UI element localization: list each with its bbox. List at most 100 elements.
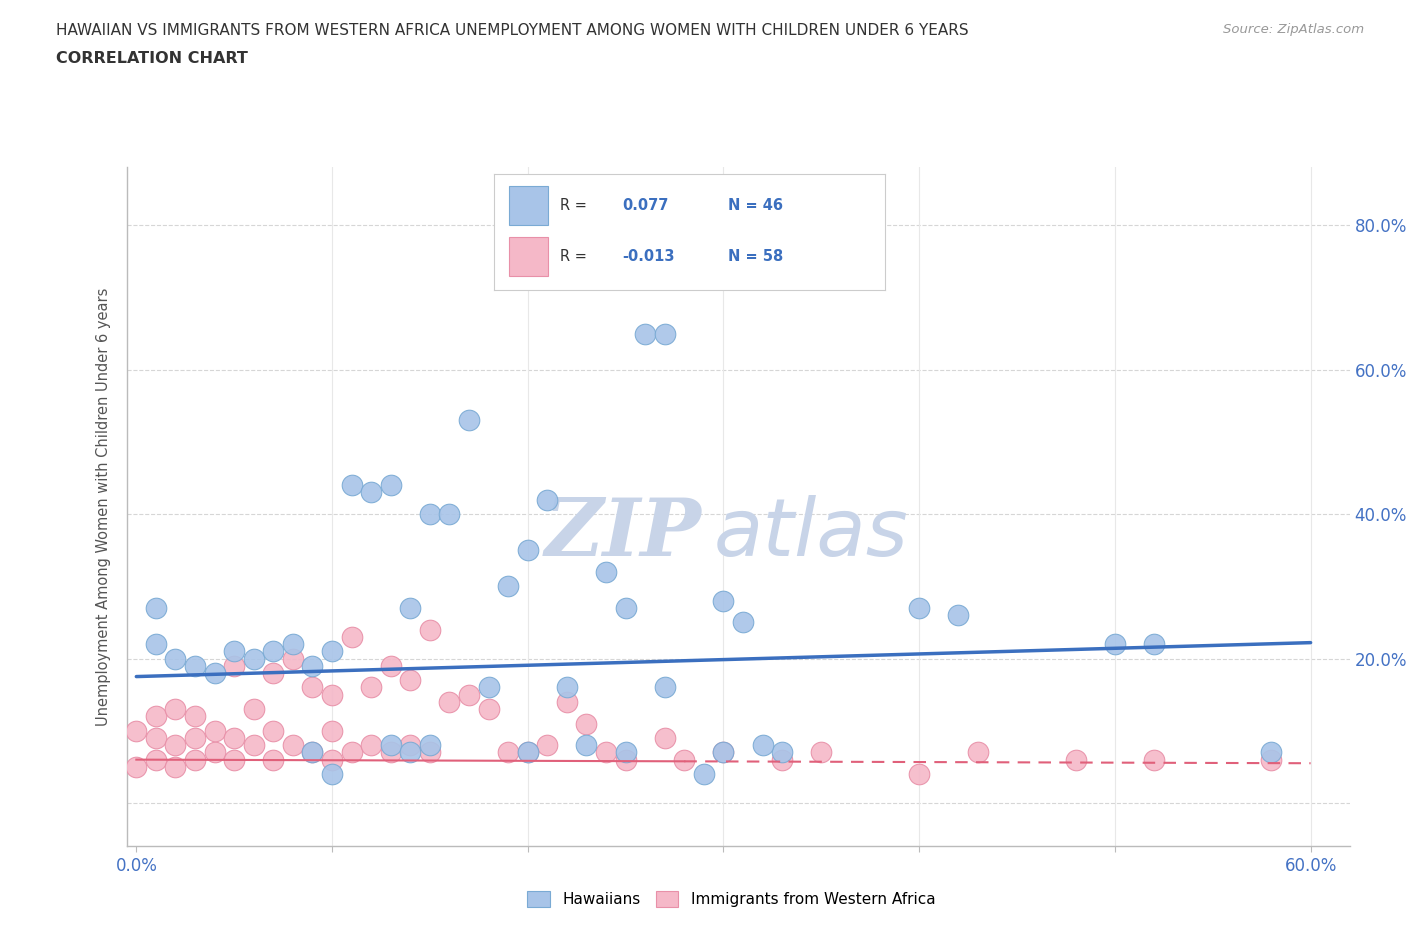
Point — [224, 658, 246, 673]
Point — [536, 737, 558, 752]
Point — [478, 680, 501, 695]
Point — [301, 658, 323, 673]
Point — [340, 478, 363, 493]
Point — [1260, 752, 1282, 767]
Point — [380, 737, 402, 752]
Point — [555, 695, 578, 710]
Point — [399, 601, 422, 616]
Point — [145, 752, 167, 767]
Point — [184, 709, 207, 724]
Point — [184, 752, 207, 767]
Point — [399, 672, 422, 687]
Point — [731, 615, 754, 630]
Point — [262, 724, 284, 738]
Point — [145, 709, 167, 724]
Point — [458, 413, 481, 428]
Point — [693, 766, 716, 781]
Point — [125, 724, 148, 738]
Point — [673, 752, 696, 767]
Point — [301, 680, 323, 695]
Point — [713, 593, 735, 608]
Point — [224, 752, 246, 767]
Point — [380, 745, 402, 760]
Point — [555, 680, 578, 695]
Point — [380, 478, 402, 493]
Point — [281, 737, 304, 752]
Point — [614, 745, 637, 760]
Point — [360, 485, 382, 499]
Point — [496, 578, 519, 593]
Point — [224, 731, 246, 746]
Point — [908, 766, 931, 781]
Point — [419, 745, 441, 760]
Point — [340, 630, 363, 644]
Point — [1143, 752, 1166, 767]
Point — [321, 644, 343, 658]
Point — [242, 737, 264, 752]
Point — [184, 658, 207, 673]
Point — [165, 737, 187, 752]
Point — [204, 745, 226, 760]
Text: Source: ZipAtlas.com: Source: ZipAtlas.com — [1223, 23, 1364, 36]
Point — [419, 737, 441, 752]
Point — [1064, 752, 1087, 767]
Point — [165, 701, 187, 716]
Point — [301, 745, 323, 760]
Point — [125, 760, 148, 775]
Point — [908, 601, 931, 616]
Point — [634, 326, 657, 341]
Point — [360, 680, 382, 695]
Text: HAWAIIAN VS IMMIGRANTS FROM WESTERN AFRICA UNEMPLOYMENT AMONG WOMEN WITH CHILDRE: HAWAIIAN VS IMMIGRANTS FROM WESTERN AFRI… — [56, 23, 969, 38]
Point — [713, 745, 735, 760]
Point — [654, 326, 676, 341]
Point — [360, 737, 382, 752]
Point — [262, 644, 284, 658]
Point — [496, 745, 519, 760]
Point — [380, 658, 402, 673]
Point — [575, 737, 598, 752]
Text: ZIP: ZIP — [544, 496, 702, 573]
Point — [242, 701, 264, 716]
Point — [967, 745, 990, 760]
Point — [751, 737, 773, 752]
Point — [439, 507, 461, 522]
Point — [516, 745, 538, 760]
Point — [145, 601, 167, 616]
Point — [1260, 745, 1282, 760]
Point — [321, 687, 343, 702]
Point — [458, 687, 481, 702]
Point — [516, 745, 538, 760]
Point — [262, 666, 284, 681]
Point — [281, 651, 304, 666]
Point — [145, 637, 167, 652]
Point — [770, 752, 793, 767]
Point — [165, 760, 187, 775]
Point — [419, 507, 441, 522]
Point — [242, 651, 264, 666]
Y-axis label: Unemployment Among Women with Children Under 6 years: Unemployment Among Women with Children U… — [96, 287, 111, 726]
Point — [810, 745, 832, 760]
Point — [204, 666, 226, 681]
Point — [145, 731, 167, 746]
Point — [595, 565, 617, 579]
Point — [516, 543, 538, 558]
Point — [575, 716, 598, 731]
Point — [1104, 637, 1126, 652]
Point — [1143, 637, 1166, 652]
Point — [614, 601, 637, 616]
Legend: Hawaiians, Immigrants from Western Africa: Hawaiians, Immigrants from Western Afric… — [520, 884, 942, 913]
Point — [439, 695, 461, 710]
Point — [478, 701, 501, 716]
Point — [262, 752, 284, 767]
Point — [165, 651, 187, 666]
Text: atlas: atlas — [714, 495, 908, 573]
Point — [321, 752, 343, 767]
Point — [301, 745, 323, 760]
Point — [204, 724, 226, 738]
Point — [713, 745, 735, 760]
Point — [654, 731, 676, 746]
Point — [281, 637, 304, 652]
Point — [340, 745, 363, 760]
Text: CORRELATION CHART: CORRELATION CHART — [56, 51, 247, 66]
Point — [399, 745, 422, 760]
